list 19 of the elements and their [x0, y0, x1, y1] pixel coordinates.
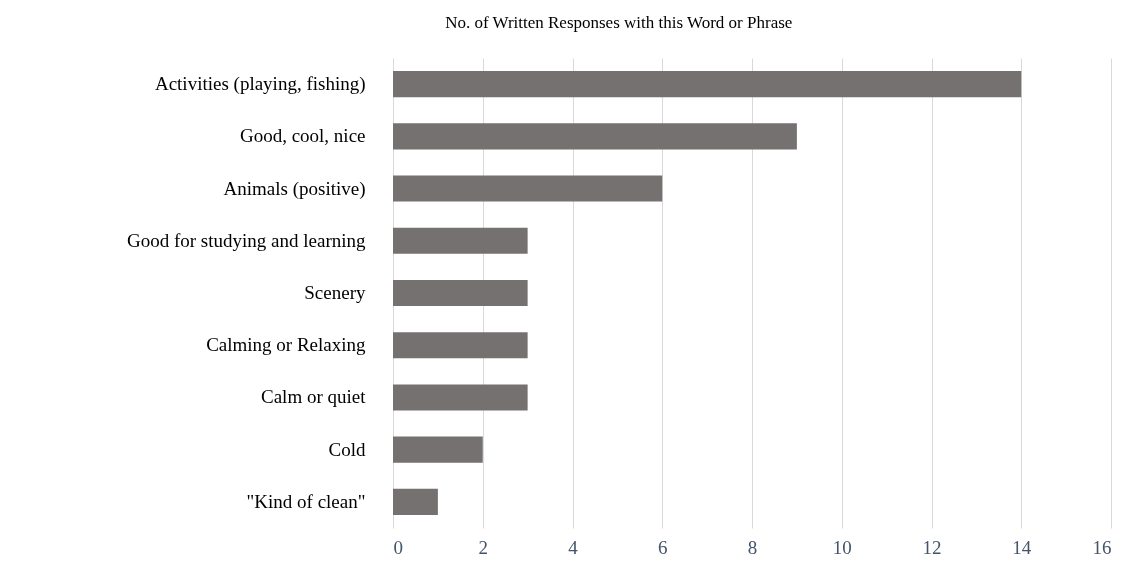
x-tick-label: 8 [747, 536, 758, 558]
x-tick-label: 6 [658, 536, 668, 558]
y-tick-label: "Kind of clean" [246, 490, 366, 512]
x-tick-label: 10 [832, 536, 852, 558]
x-tick-label: 4 [568, 536, 579, 558]
y-tick-label: Calm or quiet [261, 386, 367, 408]
y-tick-label: Good, cool, nice [239, 125, 366, 147]
x-tick-label: 12 [922, 536, 942, 558]
y-tick-label: Activities (playing, fishing) [154, 73, 366, 96]
x-tick-label: 16 [1092, 536, 1112, 558]
chart-title: No. of Written Responses with this Word or Phrase [445, 13, 793, 32]
y-tick-label: Good for studying and learning [126, 229, 366, 251]
x-tick-label: 0 [393, 536, 403, 558]
y-tick-label: Calming or Relaxing [206, 334, 366, 356]
y-tick-label: Scenery [304, 282, 366, 303]
y-tick-label: Cold [328, 438, 366, 460]
x-tick-label: 2 [478, 536, 488, 558]
y-tick-label: Animals (positive) [223, 177, 366, 200]
x-tick-label: 14 [1012, 536, 1032, 558]
